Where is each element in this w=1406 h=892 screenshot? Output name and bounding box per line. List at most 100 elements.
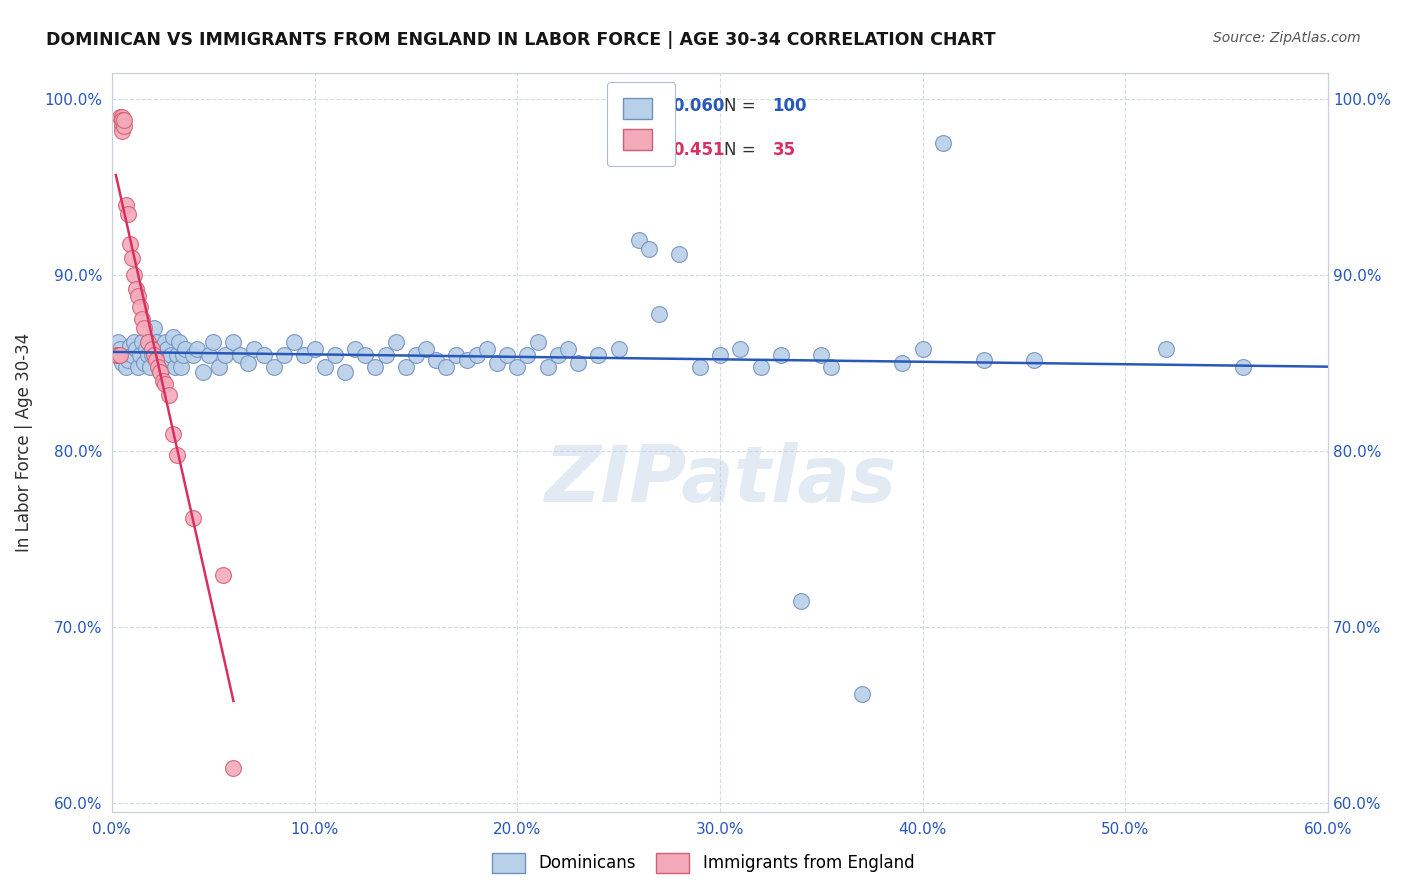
Point	[222, 335, 245, 350]
Point	[1232, 359, 1254, 374]
Point	[155, 343, 177, 357]
Point	[172, 347, 194, 361]
Point	[112, 113, 135, 128]
Point	[112, 347, 135, 361]
Text: ZIPatlas: ZIPatlas	[544, 442, 896, 517]
Point	[911, 343, 934, 357]
Point	[191, 365, 214, 379]
Point	[167, 335, 190, 350]
Point	[143, 347, 166, 361]
Point	[153, 335, 176, 350]
Point	[122, 335, 145, 350]
Point	[157, 388, 180, 402]
Point	[973, 352, 995, 367]
Point	[405, 347, 427, 361]
Point	[129, 300, 152, 314]
Point	[475, 343, 498, 357]
Point	[111, 110, 134, 124]
Text: 0.451: 0.451	[672, 141, 725, 159]
Point	[181, 347, 204, 361]
Point	[173, 343, 195, 357]
Point	[769, 347, 792, 361]
Point	[135, 343, 157, 357]
Point	[465, 347, 488, 361]
Point	[111, 119, 134, 133]
Point	[149, 347, 172, 361]
Point	[557, 343, 579, 357]
Point	[166, 448, 188, 462]
Point	[537, 359, 560, 374]
Point	[689, 359, 711, 374]
Point	[115, 359, 138, 374]
Point	[115, 198, 138, 212]
Point	[127, 289, 149, 303]
Point	[932, 136, 955, 151]
Point	[181, 511, 204, 525]
Point	[547, 347, 569, 361]
Point	[162, 330, 184, 344]
Point	[314, 359, 336, 374]
Point	[1024, 352, 1046, 367]
Point	[506, 359, 529, 374]
Point	[648, 307, 671, 321]
Point	[208, 359, 231, 374]
Point	[374, 347, 396, 361]
Point	[122, 268, 145, 283]
Point	[136, 347, 159, 361]
Point	[198, 347, 221, 361]
Point	[141, 347, 163, 361]
Point	[222, 761, 245, 775]
Point	[728, 343, 751, 357]
Point	[120, 236, 142, 251]
Point	[145, 335, 167, 350]
Point	[108, 110, 131, 124]
Point	[425, 352, 447, 367]
Point	[567, 356, 589, 370]
Point	[120, 339, 142, 353]
Point	[111, 113, 134, 128]
Point	[143, 321, 166, 335]
Point	[107, 347, 129, 361]
Point	[395, 359, 418, 374]
Point	[148, 343, 170, 357]
Point	[139, 359, 162, 374]
Point	[125, 343, 148, 357]
Point	[273, 347, 295, 361]
Point	[607, 343, 630, 357]
Point	[112, 119, 135, 133]
Text: DOMINICAN VS IMMIGRANTS FROM ENGLAND IN LABOR FORCE | AGE 30-34 CORRELATION CHAR: DOMINICAN VS IMMIGRANTS FROM ENGLAND IN …	[46, 31, 995, 49]
Point	[159, 347, 181, 361]
Point	[134, 356, 156, 370]
Point	[588, 347, 610, 361]
Point	[485, 356, 508, 370]
Point	[709, 347, 731, 361]
Point	[129, 347, 152, 361]
Point	[162, 426, 184, 441]
Y-axis label: In Labor Force | Age 30-34: In Labor Force | Age 30-34	[15, 333, 32, 552]
Point	[121, 251, 143, 265]
Point	[136, 335, 159, 350]
Point	[127, 359, 149, 374]
Point	[166, 347, 188, 361]
Text: 0.060: 0.060	[672, 97, 725, 115]
Text: 35: 35	[772, 141, 796, 159]
Text: N =: N =	[724, 97, 761, 115]
Point	[214, 347, 236, 361]
Text: R =: R =	[624, 141, 659, 159]
Legend: , : ,	[606, 82, 675, 166]
Point	[304, 343, 326, 357]
Point	[294, 347, 316, 361]
Point	[323, 347, 346, 361]
Point	[131, 312, 153, 326]
Point	[456, 352, 478, 367]
Point	[125, 282, 148, 296]
Point	[152, 359, 174, 374]
Point	[117, 207, 139, 221]
Text: R =: R =	[624, 97, 659, 115]
Point	[263, 359, 285, 374]
Point	[152, 374, 174, 388]
Point	[434, 359, 457, 374]
Point	[157, 352, 180, 367]
Point	[212, 567, 235, 582]
Point	[668, 247, 690, 261]
